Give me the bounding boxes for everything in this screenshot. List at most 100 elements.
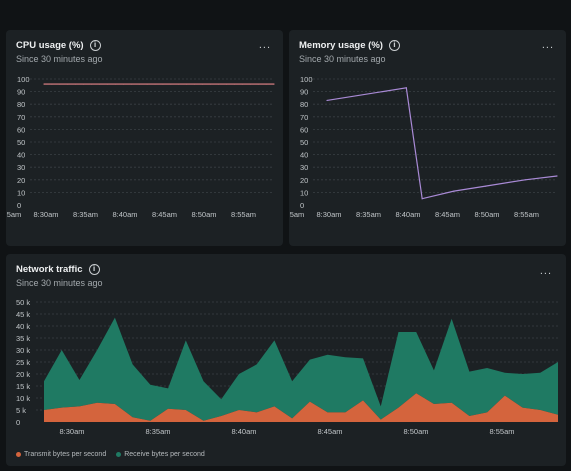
data-point xyxy=(249,83,251,85)
memory-usage-title: Memory usage (%) i xyxy=(299,40,400,51)
data-point xyxy=(241,83,243,85)
data-point xyxy=(146,83,148,85)
network-traffic-title: Network traffic i xyxy=(16,264,100,275)
y-tick-label: 0 xyxy=(17,201,21,210)
more-horizontal-icon[interactable]: ... xyxy=(541,39,554,51)
y-tick-label: 20 k xyxy=(16,370,30,379)
data-point xyxy=(524,179,526,181)
data-point xyxy=(233,83,235,85)
data-point xyxy=(194,83,196,85)
data-point xyxy=(90,83,93,85)
y-tick-label: 0 xyxy=(16,418,20,427)
y-tick-label: 10 xyxy=(300,188,308,197)
cpu-usage-title-text: CPU usage (%) xyxy=(16,40,84,51)
x-tick-label: 5am xyxy=(290,210,305,219)
y-tick-label: 15 k xyxy=(16,382,30,391)
y-tick-label: 20 xyxy=(17,176,25,185)
series-area-transmit xyxy=(44,393,558,422)
legend-swatch-receive xyxy=(116,451,122,457)
data-point xyxy=(75,83,77,85)
info-icon[interactable]: i xyxy=(88,264,100,275)
x-tick-label: 8:35am xyxy=(73,210,98,219)
y-tick-label: 100 xyxy=(300,75,313,84)
data-point xyxy=(202,83,204,85)
network-traffic-chart: 0 5 k 10 k 15 k 20 k 25 k 30 k 35 k 40 k 45 k 50 k… xyxy=(16,298,558,436)
memory-usage-title-text: Memory usage (%) xyxy=(299,40,383,51)
network-traffic-title-text: Network traffic xyxy=(16,264,83,275)
x-tick-label: 8:35am xyxy=(145,427,170,436)
x-tick-label: 5am xyxy=(7,210,22,219)
y-tick-label: 20 xyxy=(300,176,308,185)
info-icon[interactable]: i xyxy=(89,40,101,51)
data-point xyxy=(114,83,116,85)
data-point xyxy=(421,198,423,200)
data-point xyxy=(83,83,85,85)
x-tick-label: 8:45am xyxy=(435,210,460,219)
data-point xyxy=(106,83,109,85)
data-point xyxy=(257,83,259,85)
y-tick-label: 80 xyxy=(300,100,308,109)
data-point xyxy=(453,190,455,192)
data-point xyxy=(405,87,407,89)
x-tick-label: 8:40am xyxy=(231,427,256,436)
y-tick-label: 0 xyxy=(300,201,304,210)
x-tick-label: 8:35am xyxy=(356,210,381,219)
y-tick-label: 90 xyxy=(17,88,25,97)
x-tick-label: 8:30am xyxy=(33,210,58,219)
x-tick-label: 8:55am xyxy=(514,210,539,219)
info-icon[interactable]: i xyxy=(388,40,400,51)
data-point xyxy=(98,83,101,85)
data-point xyxy=(43,83,45,85)
y-tick-label: 10 xyxy=(17,188,25,197)
series-area-receive xyxy=(44,317,558,421)
data-point xyxy=(273,83,275,85)
y-tick-label: 50 xyxy=(300,138,308,147)
y-tick-label: 45 k xyxy=(16,310,30,319)
data-point xyxy=(225,83,228,85)
data-point xyxy=(67,83,69,85)
x-tick-label: 8:45am xyxy=(152,210,177,219)
y-tick-label: 50 k xyxy=(16,298,30,307)
data-point xyxy=(326,99,328,102)
y-tick-label: 5 k xyxy=(16,406,26,415)
data-point xyxy=(162,83,164,85)
y-tick-label: 30 k xyxy=(16,346,30,355)
legend-swatch-transmit xyxy=(16,451,21,457)
x-tick-label: 8:50am xyxy=(191,210,216,219)
y-tick-label: 60 xyxy=(300,125,308,134)
y-tick-label: 25 k xyxy=(16,358,30,367)
x-tick-label: 8:40am xyxy=(112,210,137,219)
y-tick-label: 35 k xyxy=(16,334,30,343)
data-point xyxy=(59,83,61,85)
chart-legend: Transmit bytes per second Receive bytes … xyxy=(16,451,205,458)
data-point xyxy=(485,185,487,187)
y-tick-label: 90 xyxy=(300,88,308,97)
legend-label-receive: Receive bytes per second xyxy=(124,451,205,458)
y-tick-label: 70 xyxy=(300,113,308,122)
legend-item-transmit[interactable]: Transmit bytes per second xyxy=(16,451,106,458)
x-tick-label: 8:55am xyxy=(489,427,514,436)
y-tick-label: 50 xyxy=(17,138,25,147)
x-tick-label: 8:45am xyxy=(317,427,342,436)
data-point xyxy=(170,83,172,85)
more-horizontal-icon[interactable]: ... xyxy=(258,39,271,51)
cpu-usage-title: CPU usage (%) i xyxy=(16,40,101,51)
y-tick-label: 10 k xyxy=(16,394,30,403)
y-tick-label: 60 xyxy=(17,125,25,134)
data-point xyxy=(178,83,180,85)
cpu-usage-subtitle: Since 30 minutes ago xyxy=(16,54,103,64)
cpu-usage-panel: CPU usage (%) i Since 30 minutes ago ...… xyxy=(6,30,283,246)
legend-label-transmit: Transmit bytes per second xyxy=(24,451,107,458)
memory-usage-chart: 0 10 20 30 40 50 60 70 80 90 100 5am 8:30am 8:35am 8:4… xyxy=(290,75,558,219)
y-tick-label: 40 xyxy=(17,151,25,160)
legend-item-receive[interactable]: Receive bytes per second xyxy=(116,451,205,458)
x-tick-label: 8:40am xyxy=(395,210,420,219)
data-point xyxy=(122,83,124,85)
x-tick-label: 8:50am xyxy=(474,210,499,219)
data-point xyxy=(51,83,53,85)
data-point xyxy=(186,83,188,85)
data-point xyxy=(130,83,132,85)
more-horizontal-icon[interactable]: ... xyxy=(539,265,552,277)
data-point xyxy=(265,83,267,85)
data-point xyxy=(209,83,212,85)
